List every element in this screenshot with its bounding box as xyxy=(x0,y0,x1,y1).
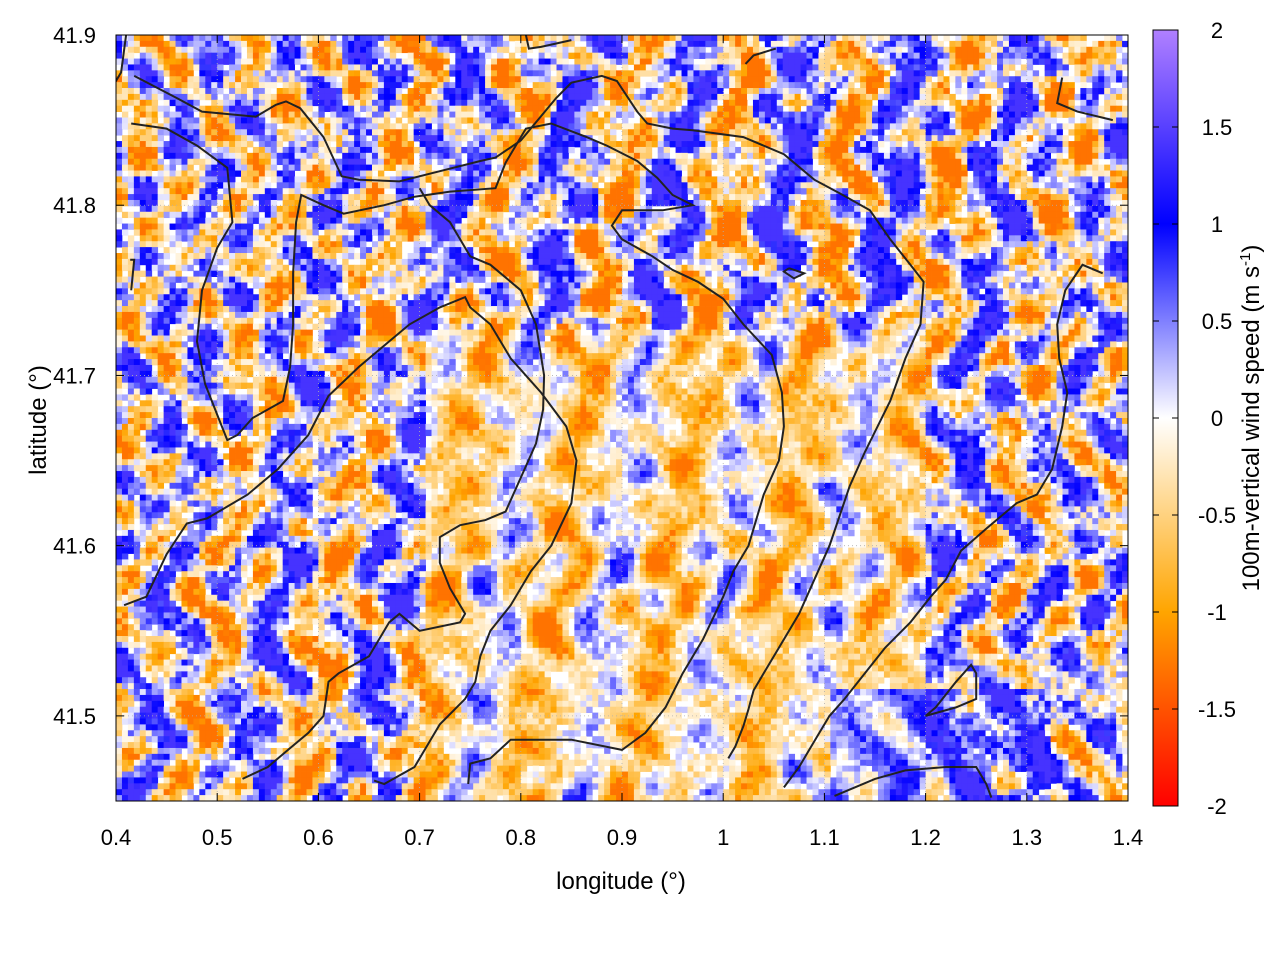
y-axis-title: latitude (°) xyxy=(25,365,52,475)
x-axis-title: longitude (°) xyxy=(556,868,686,895)
colorbar-title-sup: -1 xyxy=(1237,253,1254,266)
colorbar-tick-label: 0 xyxy=(1211,406,1223,431)
colorbar-title: 100m-vertical wind speed (m s-1) xyxy=(1237,245,1265,592)
x-tick-label: 1 xyxy=(717,825,729,850)
contour-line xyxy=(116,35,128,83)
x-tick-label: 0.9 xyxy=(607,825,638,850)
x-tick-label: 0.4 xyxy=(101,825,132,850)
y-tick-label: 41.8 xyxy=(53,193,96,218)
colorbar-tick-label: 1 xyxy=(1211,212,1223,237)
contour-lines xyxy=(116,35,1114,798)
contour-line xyxy=(1056,77,1114,122)
x-tick-label: 0.7 xyxy=(404,825,435,850)
contour-line xyxy=(782,267,807,280)
contour-line xyxy=(524,35,572,50)
x-tick-label: 0.8 xyxy=(506,825,537,850)
contour-line xyxy=(131,122,785,785)
contour-line xyxy=(744,47,777,65)
contour-line xyxy=(133,74,925,759)
y-tick-label: 41.7 xyxy=(53,363,96,388)
axes: 0.4 0.5 0.6 0.7 0.8 0.9 1 1.1 1.2 1.3 1.4 41.5 41.6 4… xyxy=(53,23,1143,850)
contour-line xyxy=(834,766,993,798)
x-tick-label: 0.5 xyxy=(202,825,233,850)
contour-line xyxy=(130,258,136,291)
colorbar-tick-label: 0.5 xyxy=(1202,309,1233,334)
x-tick-label: 1.1 xyxy=(809,825,840,850)
x-tick-label: 0.6 xyxy=(303,825,334,850)
heatmap-field xyxy=(116,35,1128,801)
colorbar-title-main: 100m-vertical wind speed (m s xyxy=(1238,266,1265,591)
colorbar-tick-label: -1 xyxy=(1207,600,1227,625)
colorbar-title-end: ) xyxy=(1238,245,1265,253)
contour-line xyxy=(123,295,578,786)
y-tick-label: 41.6 xyxy=(53,534,96,559)
contour-line xyxy=(242,187,546,780)
colorbar-tick-label: -1.5 xyxy=(1198,697,1236,722)
colorbar-tick-label: 2 xyxy=(1211,18,1223,43)
x-tick-label: 1.3 xyxy=(1012,825,1043,850)
colorbar-tick-label: 1.5 xyxy=(1202,115,1233,140)
contour-line xyxy=(924,663,978,717)
colorbar-tick-label: -0.5 xyxy=(1198,503,1236,528)
x-tick-label: 1.4 xyxy=(1113,825,1144,850)
x-tick-label: 1.2 xyxy=(910,825,941,850)
contour-line xyxy=(783,263,1104,788)
y-tick-label: 41.9 xyxy=(53,23,96,48)
colorbar-ticks: 2 1.5 1 0.5 0 -0.5 -1 -1.5 -2 xyxy=(1153,18,1236,819)
colorbar-tick-label: -2 xyxy=(1207,794,1227,819)
y-tick-label: 41.5 xyxy=(53,704,96,729)
